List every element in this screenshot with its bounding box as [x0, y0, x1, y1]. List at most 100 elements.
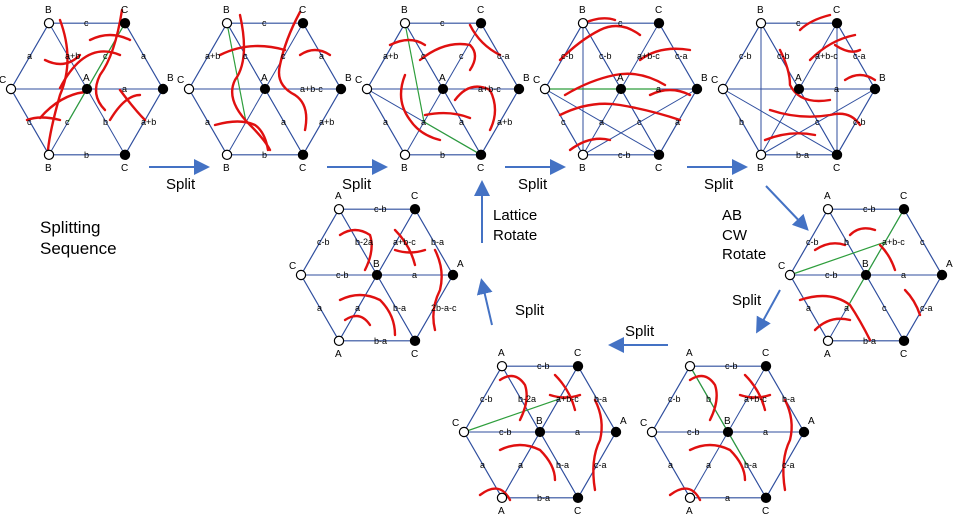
vertex-marker: [119, 17, 131, 29]
center-label: B: [862, 259, 869, 270]
spoke-edge: [620, 22, 660, 90]
vertex-label: A: [498, 506, 505, 517]
edge-label: c: [421, 51, 426, 61]
cut-curve: [568, 137, 612, 152]
edge-label: a+b: [65, 51, 80, 61]
vertex-label: B: [223, 5, 230, 16]
green-edge: [423, 121, 482, 156]
center-vertex: [259, 83, 271, 95]
vertex-label: C: [452, 418, 459, 429]
green-edge: [226, 23, 247, 123]
cut-curve: [688, 443, 747, 482]
vertex-label: C: [900, 349, 907, 360]
vertex-marker: [831, 149, 843, 161]
cut-curve: [432, 248, 443, 332]
edge-label: a: [141, 51, 146, 61]
vertex-marker: [577, 149, 589, 161]
cut-curve: [277, 10, 308, 132]
edge-label: c-b: [561, 51, 574, 61]
edge-label: c-b: [739, 51, 752, 61]
cut-curve: [118, 88, 147, 122]
edge-label: b: [84, 150, 89, 160]
vertex-label: C: [574, 506, 581, 517]
edge-label: a: [355, 303, 360, 313]
vertex-marker: [513, 83, 525, 95]
edge-label: b: [739, 117, 744, 127]
spoke-edge: [689, 431, 729, 499]
vertex-marker: [653, 149, 665, 161]
vertex-label: A: [335, 191, 342, 202]
hexagon-panel-4: B C B C B C Ac c-a a c-b c c-b c-b a+b-c a c a: [533, 5, 708, 174]
vertex-label: B: [45, 163, 52, 174]
diagonal-edge: [760, 88, 876, 156]
vertex-label: C: [477, 163, 484, 174]
cut-curve: [43, 53, 82, 66]
edge-label: a: [317, 303, 322, 313]
edge-label: a: [599, 117, 604, 127]
vertex-marker: [43, 17, 55, 29]
edge-label: a+b: [383, 51, 398, 61]
edge-label: b-a: [744, 460, 757, 470]
edge-label: c-b: [825, 270, 838, 280]
vertex-label: B: [223, 163, 230, 174]
edge-label: b-2a: [355, 237, 373, 247]
green-edge: [689, 365, 748, 466]
edge-label: c-b: [618, 150, 631, 160]
vertex-marker: [784, 269, 796, 281]
step-label-split-6: Split: [625, 323, 655, 340]
vertex-label: A: [686, 506, 693, 517]
vertex-label: B: [45, 5, 52, 16]
hexagon-panel-9: A C A C A C Bc-b b-a 2b-a-c b-a a c-b b-2a a+b-c a b-a a…: [289, 191, 464, 360]
edge-label: c-b: [777, 51, 790, 61]
vertex-label: C: [655, 5, 662, 16]
hexagon-panel-3: B C B C B C Ac c-a a+b b a a+b c c a+b-c a a: [355, 5, 530, 174]
cut-curve: [813, 317, 852, 332]
vertex-label: C: [640, 418, 647, 429]
edge-label: b-a: [374, 336, 387, 346]
edge-label: a+b-c: [744, 394, 767, 404]
edge-label: c-b: [806, 237, 819, 247]
vertex-marker: [221, 17, 233, 29]
edge-label: c-b: [668, 394, 681, 404]
vertex-marker: [157, 83, 169, 95]
center-vertex: [722, 426, 734, 438]
vertex-marker: [447, 269, 459, 281]
vertex-label: C: [299, 5, 306, 16]
edge-label: b: [706, 394, 711, 404]
edge-label: b-a: [782, 394, 795, 404]
step-label-split-2: Split: [342, 176, 372, 193]
edge-label: a: [806, 303, 811, 313]
step-label-split-7: Split: [515, 302, 545, 319]
green-edge: [846, 208, 905, 309]
vertex-label: C: [574, 348, 581, 359]
green-edge: [404, 23, 425, 123]
cut-curve: [813, 242, 847, 252]
vertex-marker: [297, 17, 309, 29]
vertex-marker: [333, 203, 345, 215]
cut-curve: [563, 72, 667, 97]
edge-label: a+b-c: [478, 84, 501, 94]
cut-curve: [903, 288, 922, 317]
vertex-marker: [295, 269, 307, 281]
center-label: B: [373, 259, 380, 270]
edge-label: a+b-c: [882, 237, 905, 247]
hexagon-panel-6: A C A C A C Bc-b c c-a b-a a c-b b a+b-c a c a c-b: [778, 191, 953, 360]
cut-curve: [668, 487, 702, 502]
hexagon-panel-1: B C B C B C Ac a a+b b c a a+b c a b c: [0, 5, 174, 174]
step-arrow-8: [476, 278, 493, 326]
vertex-label: C: [355, 75, 362, 86]
vertex-label: B: [701, 73, 708, 84]
edge-label: c: [84, 18, 89, 28]
cut-curve: [108, 93, 142, 122]
diagonal-edge: [544, 88, 660, 156]
vertex-marker: [717, 83, 729, 95]
edge-label: c: [637, 117, 642, 127]
edge-label: b-a: [796, 150, 809, 160]
vertex-marker: [399, 149, 411, 161]
vertex-label: A: [335, 349, 342, 360]
vertex-marker: [43, 149, 55, 161]
edge-label: a: [480, 460, 485, 470]
cut-curve: [230, 13, 272, 152]
spoke-edge: [798, 22, 838, 90]
